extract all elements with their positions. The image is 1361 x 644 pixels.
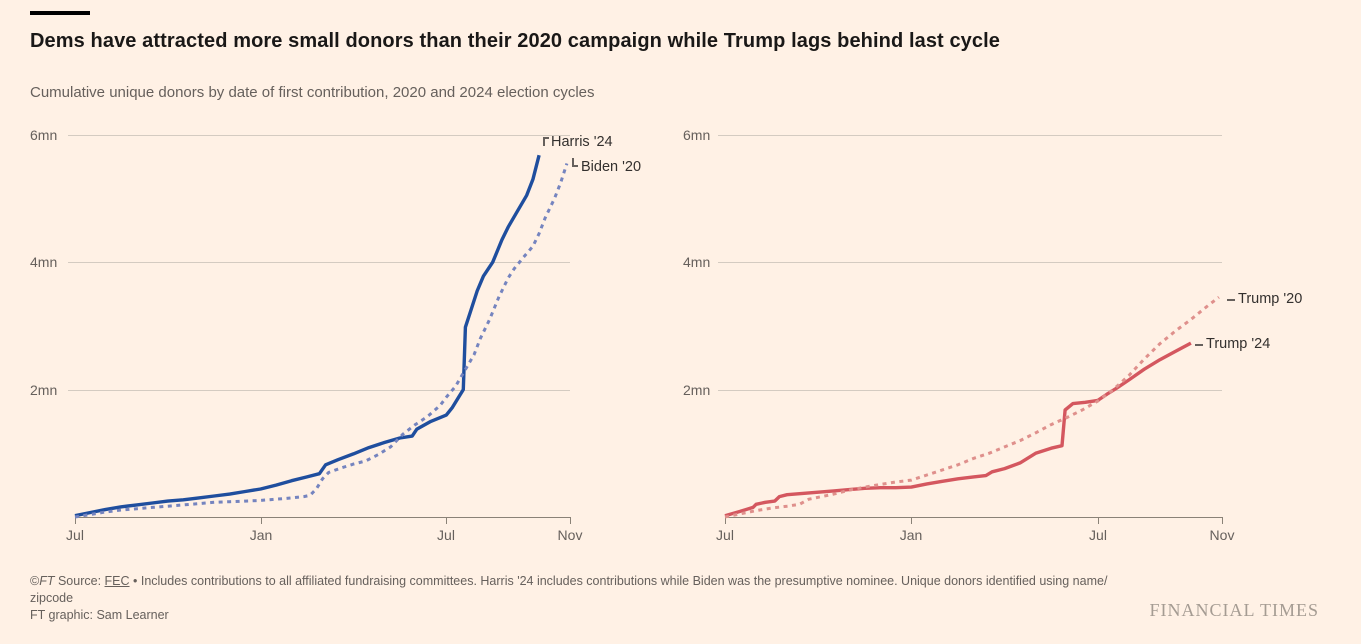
source-line-wrap: zipcode	[30, 591, 74, 605]
x-tick-left-jan	[261, 517, 262, 524]
footer: ©FT Source: FEC • Includes contributions…	[30, 573, 1150, 624]
gridline-left-2mn	[68, 390, 570, 391]
x-axis-label-right-nov: Nov	[1209, 527, 1235, 543]
x-tick-left-jul1	[75, 517, 76, 524]
gridline-right-6mn	[718, 135, 1222, 136]
source-label: Source:	[54, 574, 105, 588]
y-axis-label-left-2mn: 2mn	[30, 382, 58, 398]
source-link-fec[interactable]: FEC	[104, 574, 130, 588]
x-axis-label-right-jul1: Jul	[716, 527, 734, 543]
page-subtitle: Cumulative unique donors by date of firs…	[30, 84, 595, 101]
x-axis-label-left-nov: Nov	[557, 527, 583, 543]
y-axis-label-left-6mn: 6mn	[30, 127, 58, 143]
x-axis-label-left-jul1: Jul	[66, 527, 84, 543]
series-line-harris-24	[74, 154, 541, 518]
gridline-left-6mn	[68, 135, 570, 136]
x-tick-left-jul2	[446, 517, 447, 524]
source-line: ©FT Source: FEC • Includes contributions…	[30, 573, 1150, 590]
x-axis-label-right-jul2: Jul	[1089, 527, 1107, 543]
series-label-trump-24: Trump '24	[1206, 336, 1271, 352]
series-label-harris-24: Harris '24	[551, 134, 613, 150]
x-tick-right-jul2	[1098, 517, 1099, 524]
gridline-right-4mn	[718, 262, 1222, 263]
series-line-trump-20	[724, 296, 1220, 519]
biden-20-label-connector	[572, 158, 578, 167]
gridline-left-4mn	[68, 262, 570, 263]
trump-20-label-connector	[1227, 299, 1235, 301]
copyright-symbol: ©	[30, 574, 40, 588]
graphic-credit: FT graphic: Sam Learner	[30, 608, 169, 622]
x-axis-left	[75, 517, 570, 518]
series-line-trump-24	[724, 341, 1192, 518]
x-axis-label-right-jan: Jan	[899, 527, 923, 543]
source-note: • Includes contributions to all affiliat…	[129, 574, 1108, 588]
x-axis-label-left-jul2: Jul	[437, 527, 455, 543]
x-tick-right-jan	[911, 517, 912, 524]
harris-24-label-connector	[543, 137, 549, 146]
trump-24-label-connector	[1195, 344, 1203, 346]
title-rule	[30, 11, 90, 15]
series-label-trump-20: Trump '20	[1238, 291, 1303, 307]
x-tick-right-nov	[1222, 517, 1223, 524]
copyright-ft: FT	[39, 574, 55, 588]
gridline-right-2mn	[718, 390, 1222, 391]
y-axis-label-right-4mn: 4mn	[683, 254, 711, 270]
x-tick-left-nov	[570, 517, 571, 524]
series-line-biden-20	[74, 163, 569, 519]
x-tick-right-jul1	[725, 517, 726, 524]
x-axis-right	[725, 517, 1222, 518]
financial-times-logo: FINANCIAL TIMES	[1149, 600, 1319, 620]
y-axis-label-left-4mn: 4mn	[30, 254, 58, 270]
series-label-biden-20: Biden '20	[581, 159, 642, 175]
y-axis-label-right-2mn: 2mn	[683, 382, 711, 398]
x-axis-label-left-jan: Jan	[249, 527, 273, 543]
page-title: Dems have attracted more small donors th…	[30, 30, 1001, 52]
y-axis-label-right-6mn: 6mn	[683, 127, 711, 143]
